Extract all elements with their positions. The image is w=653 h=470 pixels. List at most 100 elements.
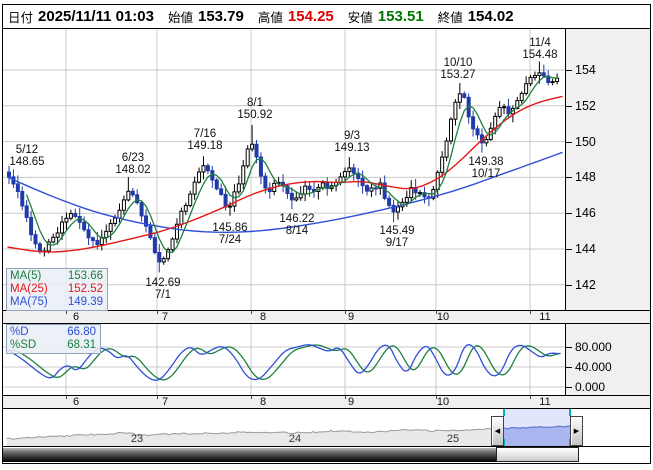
percent-sd-label: %SD <box>10 339 37 351</box>
svg-text:9/17: 9/17 <box>386 237 408 249</box>
month-label: 8 <box>259 311 267 323</box>
svg-text:148.02: 148.02 <box>115 164 150 176</box>
svg-text:11/4: 11/4 <box>529 37 551 49</box>
price-tick-label: 144 <box>575 242 596 256</box>
price-tick-label: 154 <box>575 63 596 77</box>
month-tick-mark <box>530 396 531 399</box>
month-tick-mark <box>530 311 531 314</box>
quote-info-bar: 日付 2025/11/11 01:03 始値 153.79 高値 154.25 … <box>3 5 650 29</box>
high-label: 高値 <box>257 11 283 25</box>
svg-text:142.69: 142.69 <box>145 277 180 289</box>
oscillator-tick-mark <box>566 387 572 388</box>
price-tick-mark <box>566 249 572 250</box>
month-label: 6 <box>72 396 80 408</box>
left-arrow-icon: ◀ <box>494 428 501 435</box>
svg-text:23: 23 <box>131 433 143 445</box>
svg-text:149.13: 149.13 <box>334 142 369 154</box>
price-chart-region: 5/12 148.65 6/23 148.02 7/16 149.18 8/1 150.92 9… <box>3 29 650 311</box>
month-axis-strip-upper: 6 7 8 9 10 11 <box>3 311 650 324</box>
svg-text:150.92: 150.92 <box>237 109 272 121</box>
price-axis-panel: 154 152 150 148 146 144 142 <box>565 29 650 310</box>
oscillator-canvas <box>3 324 565 395</box>
percent-d-label: %D <box>10 326 29 338</box>
ma5-legend-row: MA(5) 153.66 <box>10 270 103 283</box>
svg-text:145.86: 145.86 <box>212 222 247 234</box>
svg-text:6/23: 6/23 <box>122 152 144 164</box>
oscillator-tick-mark <box>566 347 572 348</box>
svg-text:146.22: 146.22 <box>279 213 314 225</box>
month-label: 11 <box>539 311 551 323</box>
price-tick-mark <box>566 70 572 71</box>
price-tick-label: 152 <box>575 98 596 113</box>
month-tick-mark <box>251 396 252 399</box>
svg-text:7/24: 7/24 <box>219 234 242 246</box>
month-label: 7 <box>161 311 169 323</box>
oscillator-tick-mark <box>566 367 572 368</box>
price-tick-mark <box>566 284 572 286</box>
percent-d-row: %D 66.80 <box>10 326 96 339</box>
date-value: 2025/11/11 01:03 <box>38 8 154 25</box>
svg-text:7/16: 7/16 <box>194 128 216 140</box>
svg-text:148.65: 148.65 <box>9 156 44 168</box>
range-navigator[interactable]: 23 24 25 ◀ ▶ <box>3 409 650 447</box>
low-value: 153.51 <box>377 8 424 25</box>
month-axis-strip-lower: 6 7 8 9 10 11 <box>3 396 650 409</box>
ma-legend-box: MA(5) 153.66 MA(25) 152.52 MA(75) 149.39 <box>6 268 108 311</box>
svg-text:5/12: 5/12 <box>16 144 38 156</box>
ma25-legend-row: MA(25) 152.52 <box>10 283 103 296</box>
month-tick-mark <box>436 311 437 314</box>
price-tick-label: 142 <box>575 277 596 292</box>
oscillator-axis-panel: 80.000 40.000 0.000 <box>565 324 650 395</box>
month-label: 9 <box>347 396 355 408</box>
stochastic-legend-box: %D 66.80 %SD 68.31 <box>6 324 101 354</box>
ma5-label: MA(5) <box>10 270 42 282</box>
month-tick-mark <box>157 396 158 399</box>
svg-text:8/14: 8/14 <box>286 225 309 237</box>
svg-text:154.48: 154.48 <box>522 49 557 61</box>
scrollbar-thumb[interactable] <box>496 447 579 462</box>
date-label: 日付 <box>8 11 34 25</box>
open-value: 153.79 <box>197 8 244 25</box>
month-label: 10 <box>436 396 450 408</box>
oscillator-tick-label: 40.000 <box>575 360 612 374</box>
price-tick-mark <box>566 177 572 179</box>
month-label: 9 <box>347 311 355 323</box>
price-tick-mark <box>566 105 572 107</box>
navigator-canvas: 23 24 25 <box>6 409 584 446</box>
svg-text:153.27: 153.27 <box>440 69 475 81</box>
close-label: 終値 <box>437 11 463 25</box>
ma5-value: 153.66 <box>67 270 103 282</box>
ma75-label: MA(75) <box>10 296 48 308</box>
horizontal-scrollbar[interactable] <box>3 447 650 463</box>
open-label: 始値 <box>167 11 193 25</box>
oscillator-plot[interactable]: %D 66.80 %SD 68.31 <box>3 324 565 395</box>
oscillator-tick-label: 80.000 <box>575 340 612 354</box>
svg-text:10/10: 10/10 <box>444 57 473 69</box>
low-label: 安値 <box>347 11 373 25</box>
price-tick-mark <box>566 213 572 215</box>
price-plot[interactable]: 5/12 148.65 6/23 148.02 7/16 149.18 8/1 150.92 9… <box>3 29 565 311</box>
month-tick-mark <box>251 311 252 314</box>
range-left-handle-button[interactable]: ◀ <box>491 416 504 446</box>
month-tick-mark <box>66 396 67 399</box>
range-right-handle-button[interactable]: ▶ <box>570 416 583 446</box>
ma25-label: MA(25) <box>10 283 48 295</box>
ma25-value: 152.52 <box>67 283 103 295</box>
svg-text:149.18: 149.18 <box>187 140 222 152</box>
month-tick-mark <box>345 396 346 399</box>
ma75-legend-row: MA(75) 149.39 <box>10 296 103 309</box>
price-tick-label: 146 <box>575 206 596 221</box>
ma75-value: 149.39 <box>67 296 103 308</box>
chart-frame: 日付 2025/11/11 01:03 始値 153.79 高値 154.25 … <box>2 4 651 464</box>
month-label: 8 <box>259 396 267 408</box>
month-tick-mark <box>66 311 67 314</box>
svg-text:24: 24 <box>289 433 301 445</box>
percent-sd-value: 68.31 <box>67 339 96 351</box>
price-tick-mark <box>566 141 572 143</box>
svg-text:25: 25 <box>447 433 459 445</box>
month-label: 7 <box>161 396 169 408</box>
svg-text:7/1: 7/1 <box>155 289 171 301</box>
scrollbar-track-filled[interactable] <box>3 448 496 462</box>
